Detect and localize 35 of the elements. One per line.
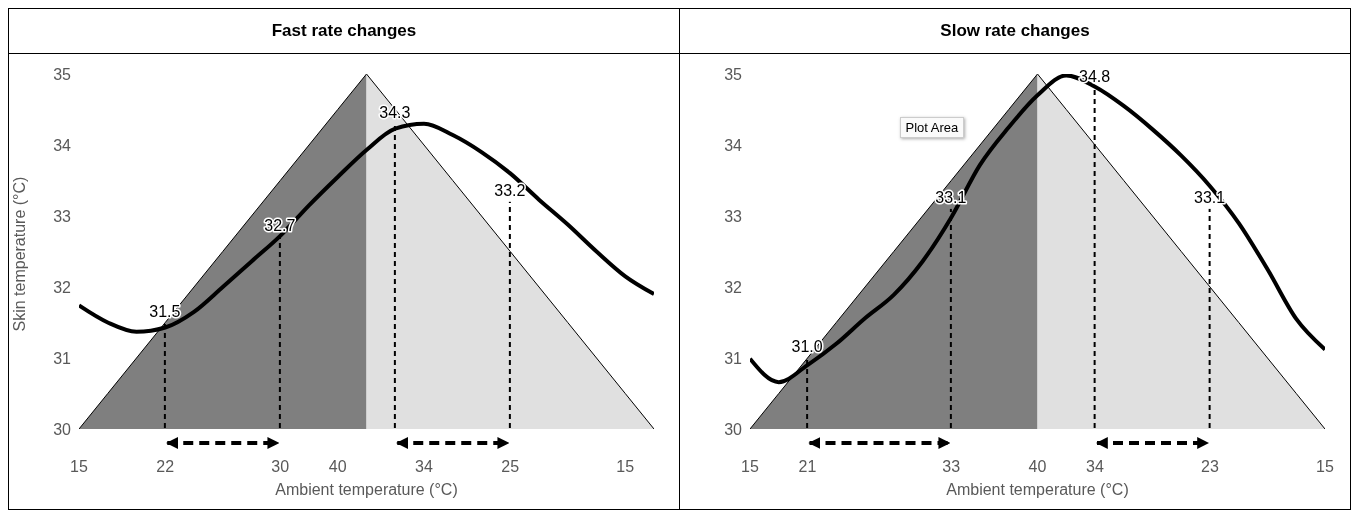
x-tick-label: 33 — [942, 458, 961, 476]
y-tick-label: 31 — [724, 349, 743, 367]
x-tick-label: 22 — [156, 458, 175, 476]
x-axis-title: Ambient temperature (°C) — [946, 481, 1129, 498]
y-tick-label: 31 — [53, 349, 72, 367]
y-tick-label: 34 — [724, 136, 743, 154]
y-tick-label: 30 — [724, 420, 743, 438]
x-tick-label: 21 — [798, 458, 817, 476]
data-label: 34.8 — [1079, 68, 1111, 86]
x-tick-label: 15 — [616, 458, 635, 476]
x-tick-label: 40 — [1028, 458, 1047, 476]
x-tick-label: 34 — [1086, 458, 1104, 476]
y-tick-label: 33 — [53, 207, 72, 225]
x-tick-label: 15 — [741, 458, 759, 476]
x-tick-label: 34 — [415, 458, 433, 476]
x-tick-label: 15 — [1316, 458, 1334, 476]
y-tick-label: 35 — [53, 65, 72, 83]
data-label: 33.2 — [494, 181, 526, 199]
y-tick-label: 32 — [724, 278, 743, 296]
y-tick-label: 35 — [724, 65, 743, 83]
y-axis-title: Skin temperature (°C) — [10, 176, 28, 332]
x-tick-label: 23 — [1201, 458, 1219, 476]
y-tick-label: 32 — [53, 278, 72, 296]
data-label: 34.3 — [379, 103, 411, 121]
chart-title: Slow rate changes — [680, 9, 1350, 54]
x-tick-label: 40 — [328, 458, 347, 476]
annotation: Plot Area — [899, 116, 965, 138]
chart-title: Fast rate changes — [9, 9, 679, 54]
y-tick-label: 30 — [53, 420, 72, 438]
x-tick-label: 15 — [70, 458, 88, 476]
y-tick-label: 34 — [53, 136, 72, 154]
x-axis-title: Ambient temperature (°C) — [275, 481, 458, 498]
y-tick-label: 33 — [724, 207, 743, 225]
x-tick-label: 25 — [501, 458, 520, 476]
x-tick-label: 30 — [271, 458, 290, 476]
